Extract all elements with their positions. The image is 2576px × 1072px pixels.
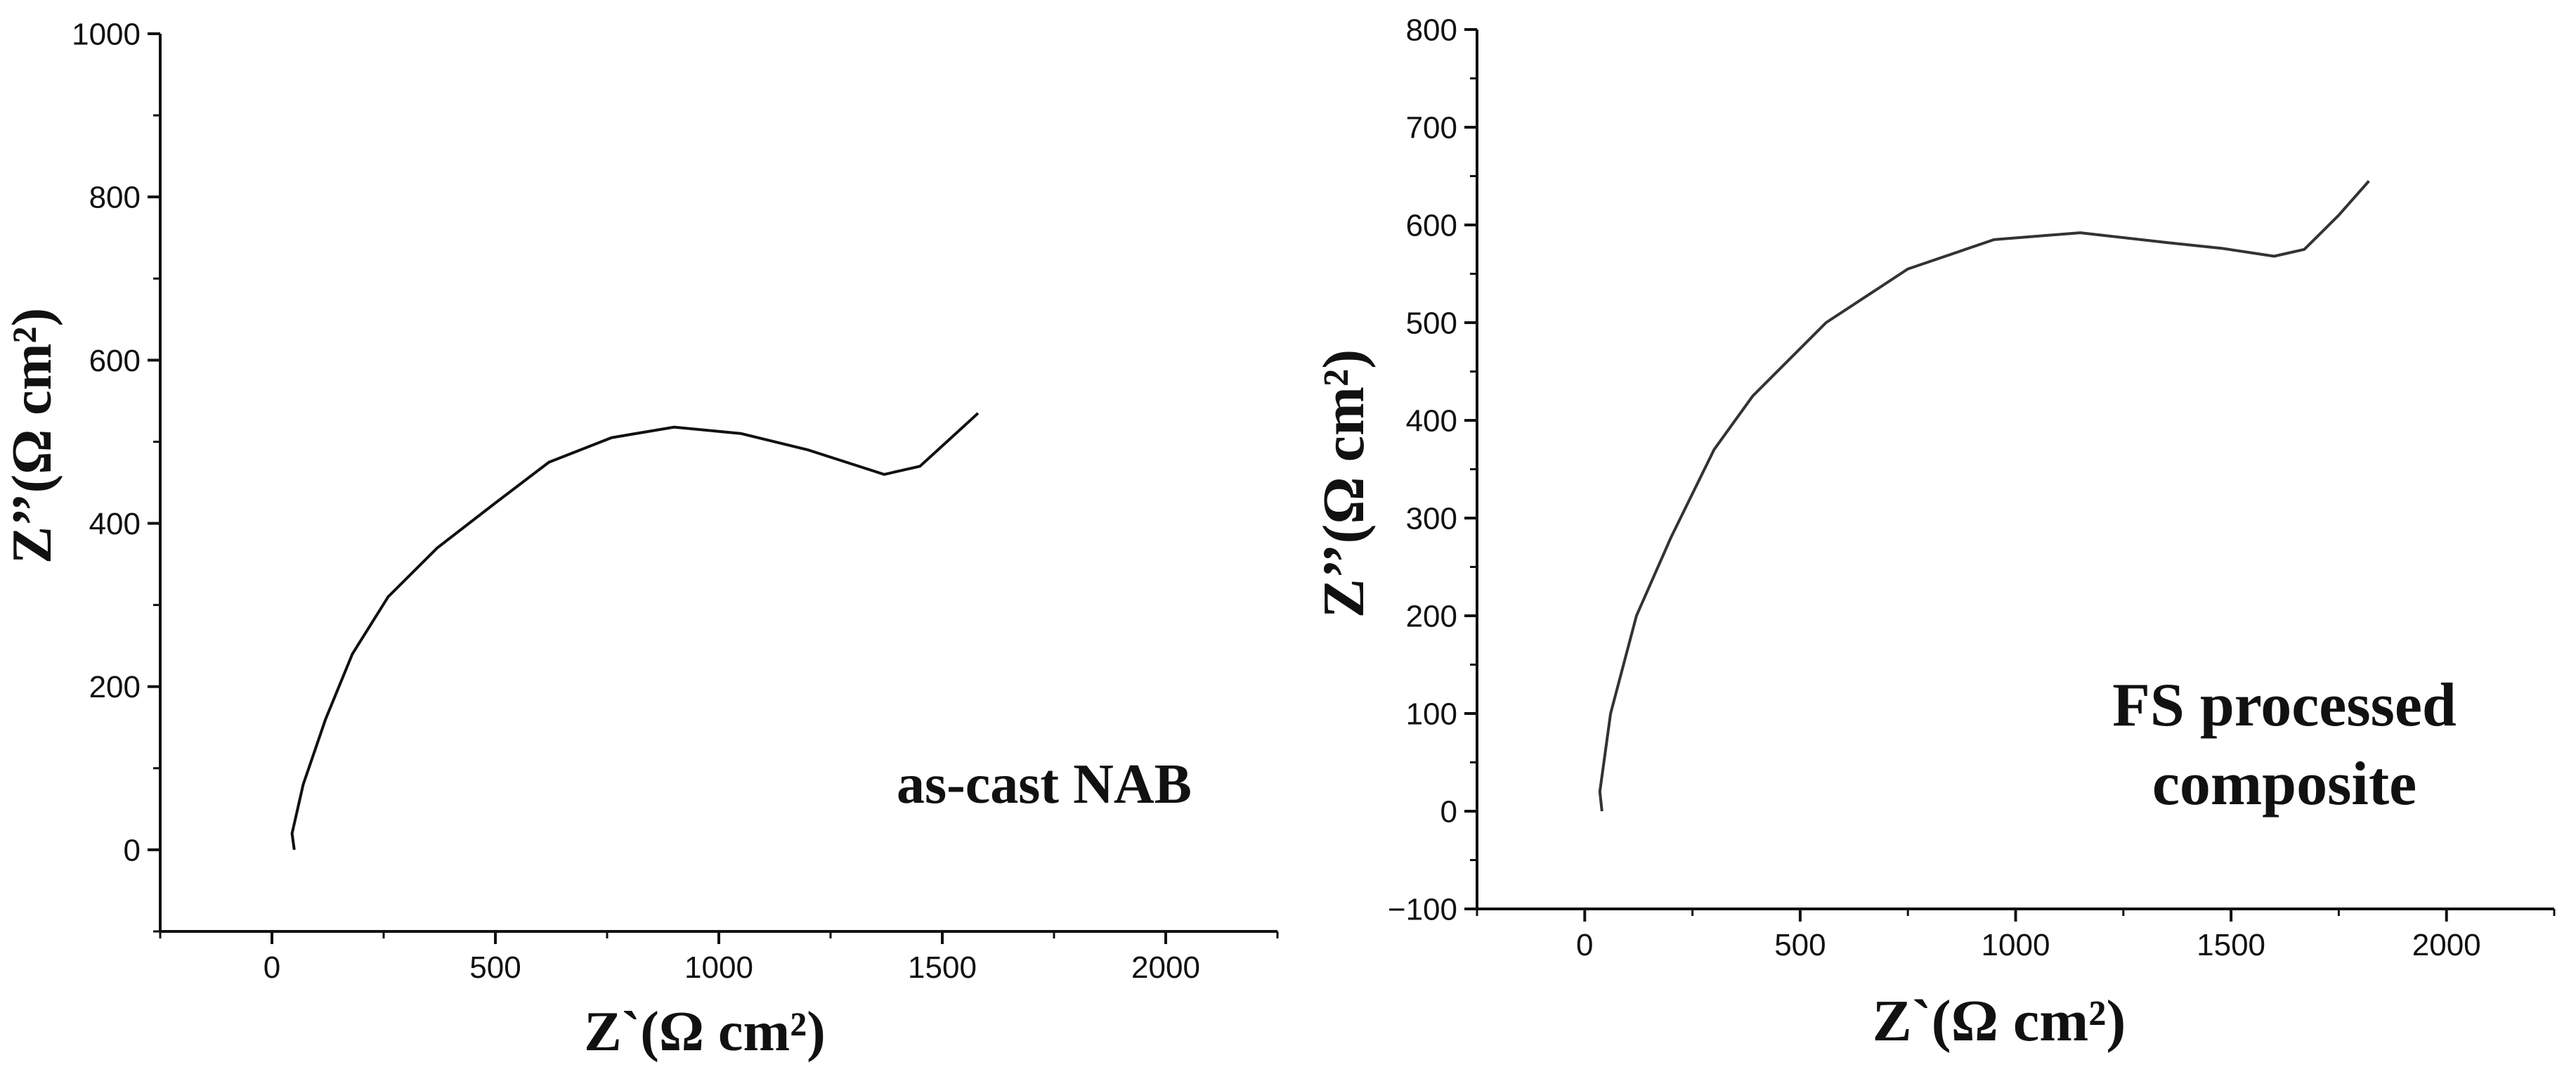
- y-tick-label: 0: [1440, 794, 1457, 829]
- y-tick-label: 600: [1406, 208, 1457, 243]
- series-line: [290, 412, 980, 851]
- y-axis-label: Z’’(Ω cm²): [1311, 349, 1377, 618]
- x-tick-label: 0: [1576, 928, 1593, 962]
- annotation-label-line-2: composite: [2152, 750, 2416, 818]
- y-axis-label: Z’’(Ω cm²): [1, 308, 63, 564]
- x-tick-label: 2000: [1131, 950, 1200, 985]
- y-tick-label: 400: [1406, 403, 1457, 438]
- x-tick-label: 500: [1774, 928, 1826, 962]
- x-tick-label: 1500: [908, 950, 977, 985]
- y-tick-label: 800: [1406, 13, 1457, 47]
- y-tick-label: 200: [89, 670, 141, 704]
- y-tick-label: 0: [124, 833, 141, 867]
- x-tick-label: 1000: [1982, 928, 2050, 962]
- y-tick-label: 200: [1406, 599, 1457, 633]
- y-ticks: 0 200 400 600 800 1000: [72, 17, 160, 933]
- x-tick-label: 2000: [2412, 928, 2481, 962]
- x-tick-label: 500: [469, 950, 521, 985]
- x-axis-label: Z`(Ω cm²): [1873, 988, 2126, 1054]
- y-tick-label: 400: [89, 507, 141, 541]
- y-tick-label: 100: [1406, 697, 1457, 731]
- annotation-label-line-1: FS processed: [2112, 671, 2457, 740]
- x-ticks: 0 500 1000 1500 2000: [159, 931, 1279, 985]
- y-tick-label: 1000: [72, 17, 141, 51]
- x-tick-label: 0: [264, 950, 280, 985]
- x-ticks: 0 500 1000 1500 2000: [1476, 909, 2556, 962]
- x-axis-label: Z`(Ω cm²): [584, 1001, 825, 1063]
- annotation-label: as-cast NAB: [897, 754, 1192, 815]
- chart-as-cast-nab: 0 200 400 600 800 1000 0 500 1000 1500 2000 as-ca…: [1, 17, 1279, 1063]
- chart-fs-processed-composite: −100 0 100 200 300 400 500 600 700 800 0 500 1000 15…: [1311, 13, 2556, 1054]
- y-tick-label: −100: [1388, 892, 1457, 926]
- y-tick-label: 800: [89, 181, 141, 215]
- y-ticks: −100 0 100 200 300 400 500 600 700 800: [1388, 13, 1477, 926]
- y-tick-label: 600: [89, 344, 141, 378]
- y-tick-label: 500: [1406, 306, 1457, 340]
- y-tick-label: 300: [1406, 501, 1457, 536]
- x-tick-label: 1500: [2197, 928, 2265, 962]
- series-line: [1598, 180, 2370, 812]
- x-tick-label: 1000: [684, 950, 753, 985]
- y-tick-label: 700: [1406, 110, 1457, 145]
